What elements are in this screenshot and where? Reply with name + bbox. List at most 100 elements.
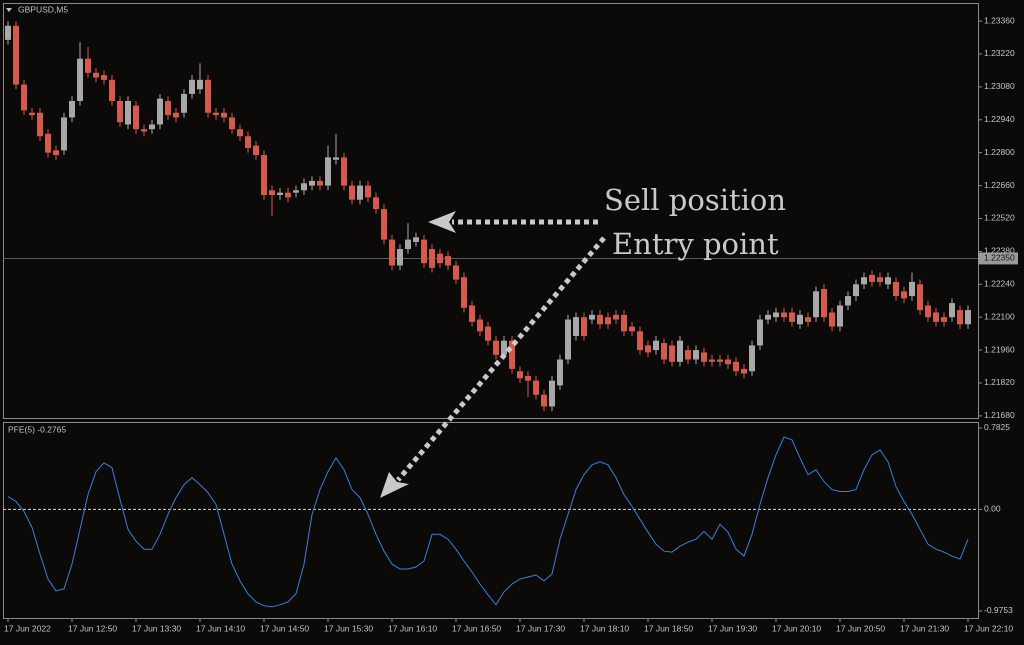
candle-body: [653, 340, 659, 351]
y-tick-label: 0.00: [984, 504, 1001, 514]
candle-body: [813, 291, 819, 318]
candle-body: [477, 319, 483, 332]
y-tick-label: 1.22240: [984, 279, 1015, 289]
candle-body: [45, 133, 51, 153]
x-tick-label: 17 Jun 18:10: [580, 623, 629, 633]
candle-body: [709, 359, 715, 362]
candle-body: [373, 197, 379, 210]
candle-body: [485, 326, 491, 341]
candle-body: [693, 350, 699, 360]
candle-body: [741, 368, 747, 374]
y-tick-label: 1.22800: [984, 147, 1015, 157]
candle-body: [805, 317, 811, 322]
candle-body: [165, 100, 171, 116]
candle-body: [749, 345, 755, 372]
y-tick-label: 1.21680: [984, 410, 1015, 420]
candle-body: [421, 239, 427, 264]
candle-body: [37, 112, 43, 137]
x-tick-label: 17 Jun 22:10: [964, 623, 1013, 633]
y-tick-label: 1.22380: [984, 246, 1015, 256]
y-tick-label: 1.21820: [984, 377, 1015, 387]
x-tick-label: 17 Jun 16:10: [388, 623, 437, 633]
candle-body: [149, 124, 155, 130]
entry-arrow-head: [380, 472, 409, 498]
candle-body: [725, 359, 731, 365]
x-tick-label: 17 Jun 21:30: [900, 623, 949, 633]
candle-body: [205, 79, 211, 113]
candle-body: [93, 72, 99, 78]
candle-body: [29, 112, 35, 116]
y-tick-label: 1.22520: [984, 213, 1015, 223]
y-tick-label: 1.23220: [984, 48, 1015, 58]
candle-body: [61, 117, 67, 151]
annotation: Sell position: [604, 183, 786, 217]
candle-body: [917, 284, 923, 311]
last-price-box: [978, 252, 1018, 265]
candle-body: [21, 84, 27, 111]
x-tick-label: 17 Jun 16:50: [452, 623, 501, 633]
candle-body: [13, 25, 19, 85]
candle-body: [549, 380, 555, 407]
x-tick-label: 17 Jun 20:10: [772, 623, 821, 633]
candle-body: [445, 256, 451, 266]
y-tick-label: -0.9753: [984, 605, 1013, 615]
candle-body: [253, 145, 259, 156]
candle-body: [277, 192, 283, 195]
candle-body: [141, 129, 147, 132]
candle-body: [853, 284, 859, 297]
candle-body: [877, 277, 883, 282]
sell-arrow-head: [428, 211, 456, 233]
symbol-title: GBPUSD,M5: [18, 4, 68, 14]
candle-body: [325, 157, 331, 186]
candle-body: [381, 209, 387, 240]
candle-body: [77, 58, 83, 101]
candle-body: [117, 100, 123, 123]
candle-body: [581, 317, 587, 336]
candle-body: [605, 317, 611, 325]
candle-body: [469, 305, 475, 322]
annotation: Entry point: [612, 227, 779, 261]
candle-body: [453, 265, 459, 280]
candle-body: [157, 98, 163, 125]
candle-body: [285, 192, 291, 198]
candle-body: [781, 312, 787, 318]
arrows: [380, 211, 606, 498]
candle-body: [885, 277, 891, 285]
candle-body: [397, 249, 403, 266]
candle-body: [333, 157, 339, 160]
candle-body: [685, 350, 691, 360]
candle-body: [661, 343, 667, 360]
candle-body: [829, 312, 835, 327]
candle-body: [909, 281, 915, 297]
candle-body: [589, 314, 595, 320]
candle-body: [357, 185, 363, 200]
candle-body: [69, 100, 75, 118]
candle-body: [229, 117, 235, 130]
candle-body: [197, 79, 203, 90]
candle-body: [269, 190, 275, 195]
candle-body: [821, 288, 827, 318]
y-tick-label: 1.22660: [984, 180, 1015, 190]
x-tick-label: 17 Jun 13:30: [132, 623, 181, 633]
candle-body: [573, 317, 579, 336]
candle-body: [509, 340, 515, 369]
menu-triangle[interactable]: [6, 8, 12, 12]
candle-body: [957, 310, 963, 325]
candle-body: [541, 394, 547, 407]
candle-body: [717, 359, 723, 362]
candle-body: [301, 183, 307, 191]
candle-body: [317, 180, 323, 186]
x-tick-label: 17 Jun 2022: [4, 623, 51, 633]
candle-body: [621, 314, 627, 332]
candle-body: [597, 314, 603, 325]
candle-body: [309, 180, 315, 186]
candle-body: [525, 375, 531, 381]
candle-body: [613, 314, 619, 320]
candle-body: [349, 185, 355, 200]
candle-body: [925, 305, 931, 318]
candle-body: [677, 340, 683, 362]
candle-body: [669, 345, 675, 362]
candle-body: [341, 157, 347, 186]
candle-body: [645, 345, 651, 353]
